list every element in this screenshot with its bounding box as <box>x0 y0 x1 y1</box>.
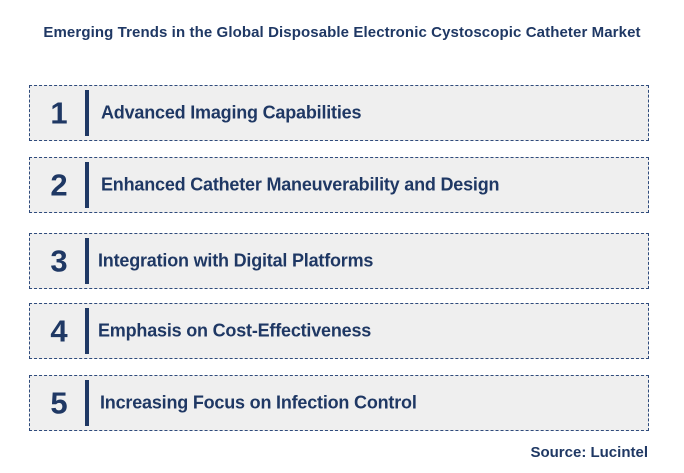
trend-divider <box>85 162 89 208</box>
trend-number: 5 <box>50 385 68 421</box>
source-label: Source: Lucintel <box>530 444 648 461</box>
trend-label: Increasing Focus on Infection Control <box>100 392 417 413</box>
trend-item-2: 2 Enhanced Catheter Maneuverability and … <box>29 157 649 213</box>
trend-label: Enhanced Catheter Maneuverability and De… <box>101 174 500 195</box>
trend-divider <box>85 238 89 284</box>
trend-number: 2 <box>50 167 68 203</box>
trend-number: 1 <box>50 95 68 131</box>
trend-item-1: 1 Advanced Imaging Capabilities <box>29 85 649 141</box>
trend-item-4: 4 Emphasis on Cost-Effectiveness <box>29 303 649 359</box>
trend-item-3: 3 Integration with Digital Platforms <box>29 233 649 289</box>
trend-label: Integration with Digital Platforms <box>98 250 374 271</box>
trend-number: 4 <box>50 313 68 349</box>
diagram-title: Emerging Trends in the Global Disposable… <box>43 24 641 41</box>
trend-label: Advanced Imaging Capabilities <box>101 102 362 123</box>
trend-number: 3 <box>50 243 68 279</box>
trend-divider <box>85 308 89 354</box>
trend-divider <box>85 90 89 136</box>
trend-item-5: 5 Increasing Focus on Infection Control <box>29 375 649 431</box>
trend-divider <box>85 380 89 426</box>
trend-label: Emphasis on Cost-Effectiveness <box>98 320 372 341</box>
